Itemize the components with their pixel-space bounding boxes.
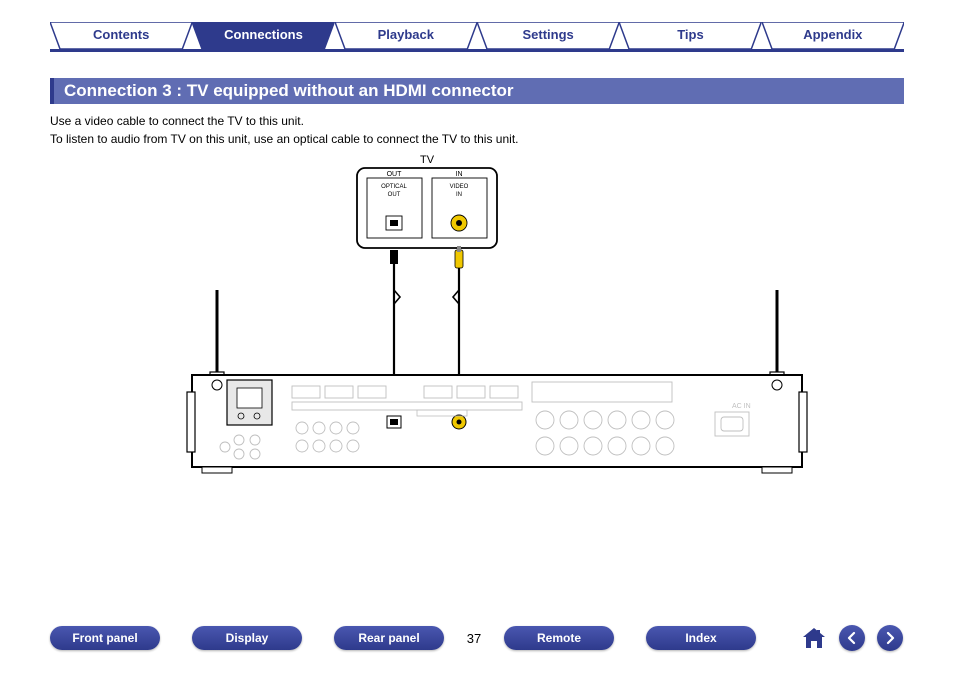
- tv-label: TV: [420, 154, 435, 166]
- tab-label: Playback: [378, 27, 434, 42]
- svg-text:IN: IN: [456, 171, 463, 178]
- bottom-nav: Front panel Display Rear panel 37 Remote…: [50, 623, 904, 653]
- pill-index[interactable]: Index: [646, 626, 756, 650]
- svg-text:VIDEO: VIDEO: [450, 184, 469, 190]
- page-number: 37: [444, 631, 504, 646]
- pill-display[interactable]: Display: [192, 626, 302, 650]
- prev-icon[interactable]: [838, 624, 866, 652]
- body-text: Use a video cable to connect the TV to t…: [50, 112, 904, 148]
- svg-text:AC IN: AC IN: [732, 403, 751, 410]
- nav-icons: [800, 624, 904, 652]
- body-line-2: To listen to audio from TV on this unit,…: [50, 130, 904, 148]
- tab-label: Contents: [93, 27, 149, 42]
- tab-label: Tips: [677, 27, 704, 42]
- home-icon[interactable]: [800, 624, 828, 652]
- pill-remote[interactable]: Remote: [504, 626, 614, 650]
- body-line-1: Use a video cable to connect the TV to t…: [50, 112, 904, 130]
- tab-label: Connections: [224, 27, 303, 42]
- tab-label: Settings: [523, 27, 574, 42]
- svg-text:OPTICAL: OPTICAL: [381, 184, 407, 190]
- tab-contents[interactable]: Contents: [50, 22, 192, 49]
- pill-rear-panel[interactable]: Rear panel: [334, 626, 444, 650]
- tab-appendix[interactable]: Appendix: [762, 22, 904, 49]
- tab-playback[interactable]: Playback: [335, 22, 477, 49]
- svg-text:IN: IN: [456, 192, 462, 198]
- svg-text:OUT: OUT: [388, 192, 401, 198]
- tab-tips[interactable]: Tips: [619, 22, 761, 49]
- tab-settings[interactable]: Settings: [477, 22, 619, 49]
- tab-connections[interactable]: Connections: [192, 22, 334, 49]
- next-icon[interactable]: [876, 624, 904, 652]
- pill-front-panel[interactable]: Front panel: [50, 626, 160, 650]
- top-nav: Contents Connections Playback Settings T…: [50, 22, 904, 52]
- connection-diagram: TV OUT OPTICAL OUT IN VIDEO IN: [97, 150, 857, 480]
- tab-label: Appendix: [803, 27, 862, 42]
- page-title: Connection 3 : TV equipped without an HD…: [50, 78, 904, 104]
- svg-text:OUT: OUT: [387, 171, 403, 178]
